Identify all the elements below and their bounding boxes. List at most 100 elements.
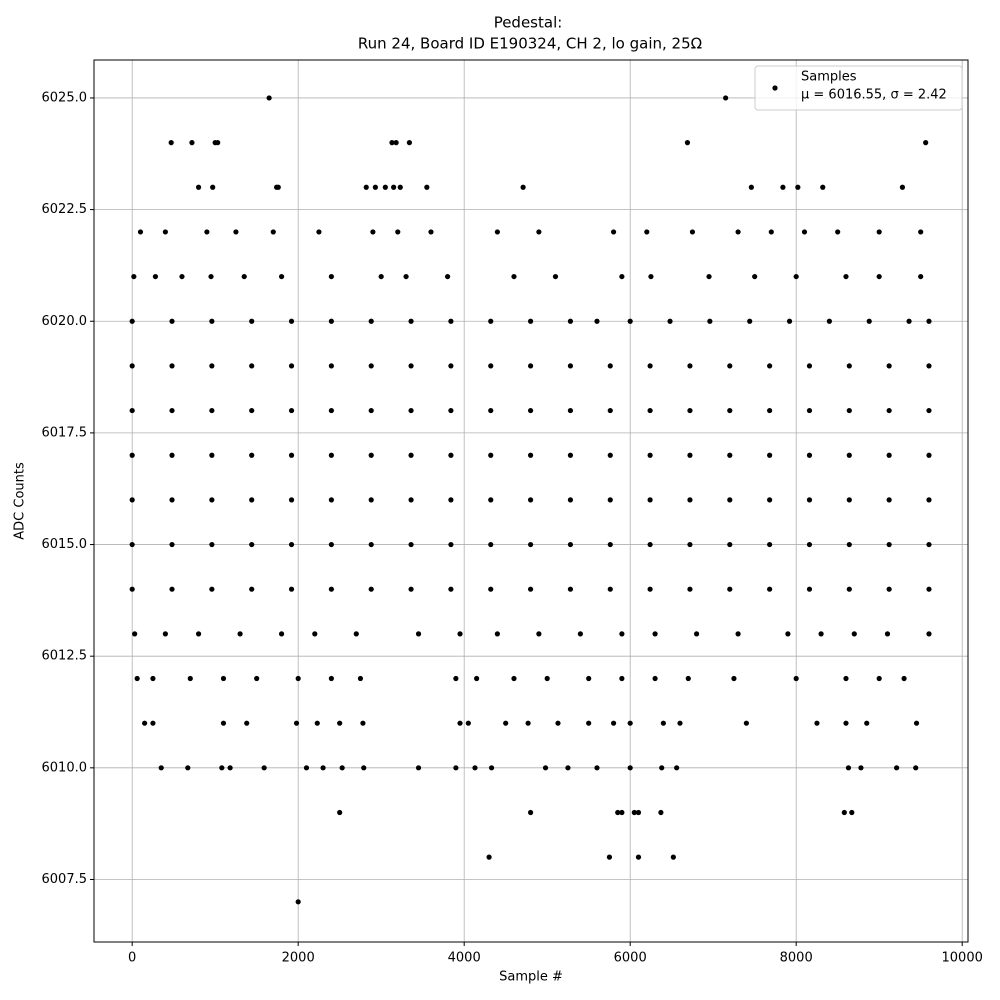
data-point <box>767 497 773 503</box>
data-point <box>474 675 480 682</box>
data-point <box>894 765 900 771</box>
data-point <box>786 318 793 324</box>
data-point <box>607 586 613 592</box>
data-point <box>249 452 255 458</box>
data-point <box>727 497 733 503</box>
data-point <box>652 631 658 637</box>
data-point <box>767 586 773 592</box>
grid-layer: 0 2000 4000 6000 8000 10000 6007.5 6010.0 6012.5… <box>42 60 983 966</box>
data-point <box>647 363 653 369</box>
data-point <box>254 675 260 682</box>
data-point <box>131 273 137 280</box>
data-point <box>266 95 272 101</box>
data-point <box>659 765 665 771</box>
data-point <box>886 541 892 548</box>
data-point <box>723 95 729 101</box>
data-point <box>743 720 749 726</box>
data-point <box>406 140 413 146</box>
data-point <box>926 318 932 324</box>
data-point <box>687 541 693 548</box>
data-point <box>858 765 864 771</box>
data-point <box>472 765 478 771</box>
data-point <box>567 363 574 369</box>
data-point <box>635 809 642 816</box>
data-point <box>453 675 459 682</box>
data-point <box>767 363 773 369</box>
chart-title: Pedestal: <box>494 14 563 32</box>
data-point <box>295 899 301 905</box>
x-tick-label: 0 <box>128 951 136 966</box>
legend-box <box>754 65 963 111</box>
data-point <box>408 363 414 369</box>
data-point <box>607 497 613 503</box>
data-point <box>527 541 534 548</box>
data-point <box>328 407 334 414</box>
data-point <box>129 586 135 592</box>
x-tick-label: 2000 <box>282 951 315 966</box>
data-point <box>220 675 227 682</box>
data-point <box>767 452 773 458</box>
data-point <box>647 541 653 548</box>
data-point <box>185 765 191 771</box>
data-point <box>544 675 550 682</box>
data-point <box>814 720 820 726</box>
data-point <box>687 407 693 414</box>
data-point <box>926 497 932 503</box>
data-point <box>249 318 255 324</box>
data-point <box>408 541 414 548</box>
data-point <box>195 184 202 190</box>
data-point <box>768 229 774 235</box>
data-point <box>793 675 799 682</box>
data-point <box>567 452 574 458</box>
data-point <box>635 854 642 860</box>
data-point <box>448 318 454 324</box>
data-point <box>328 452 334 458</box>
data-point <box>552 273 559 280</box>
data-point <box>129 363 135 369</box>
data-point <box>494 229 500 235</box>
data-point <box>137 229 144 235</box>
data-point <box>918 229 924 235</box>
data-point <box>923 140 929 146</box>
data-point <box>607 407 613 414</box>
data-point <box>169 541 175 548</box>
data-point <box>288 586 295 592</box>
data-point <box>337 720 343 726</box>
data-point <box>846 363 852 369</box>
data-point <box>142 720 148 726</box>
data-point <box>849 809 855 816</box>
data-point <box>382 184 388 190</box>
points-layer <box>129 95 932 905</box>
data-point <box>328 363 334 369</box>
data-point <box>886 407 892 414</box>
data-point <box>835 229 841 235</box>
data-point <box>448 586 454 592</box>
data-point <box>403 273 409 280</box>
y-tick-label: 6012.5 <box>42 649 88 664</box>
data-point <box>261 765 267 771</box>
y-tick-label: 6017.5 <box>42 425 88 440</box>
data-point <box>488 363 494 369</box>
data-point <box>536 229 542 235</box>
data-point <box>806 452 813 458</box>
data-point <box>926 363 932 369</box>
data-point <box>644 229 650 235</box>
data-point <box>886 452 892 458</box>
data-point <box>408 497 414 503</box>
data-point <box>444 273 451 280</box>
data-point <box>158 765 164 771</box>
data-point <box>577 631 583 637</box>
data-point <box>220 720 227 726</box>
data-point <box>288 318 295 324</box>
data-point <box>368 541 374 548</box>
data-point <box>926 452 932 458</box>
data-point <box>328 318 334 324</box>
data-point <box>169 586 175 592</box>
data-point <box>314 720 320 726</box>
data-point <box>851 631 857 637</box>
data-point <box>391 184 397 190</box>
data-point <box>752 273 758 280</box>
data-point <box>488 318 494 324</box>
data-point <box>169 318 175 324</box>
